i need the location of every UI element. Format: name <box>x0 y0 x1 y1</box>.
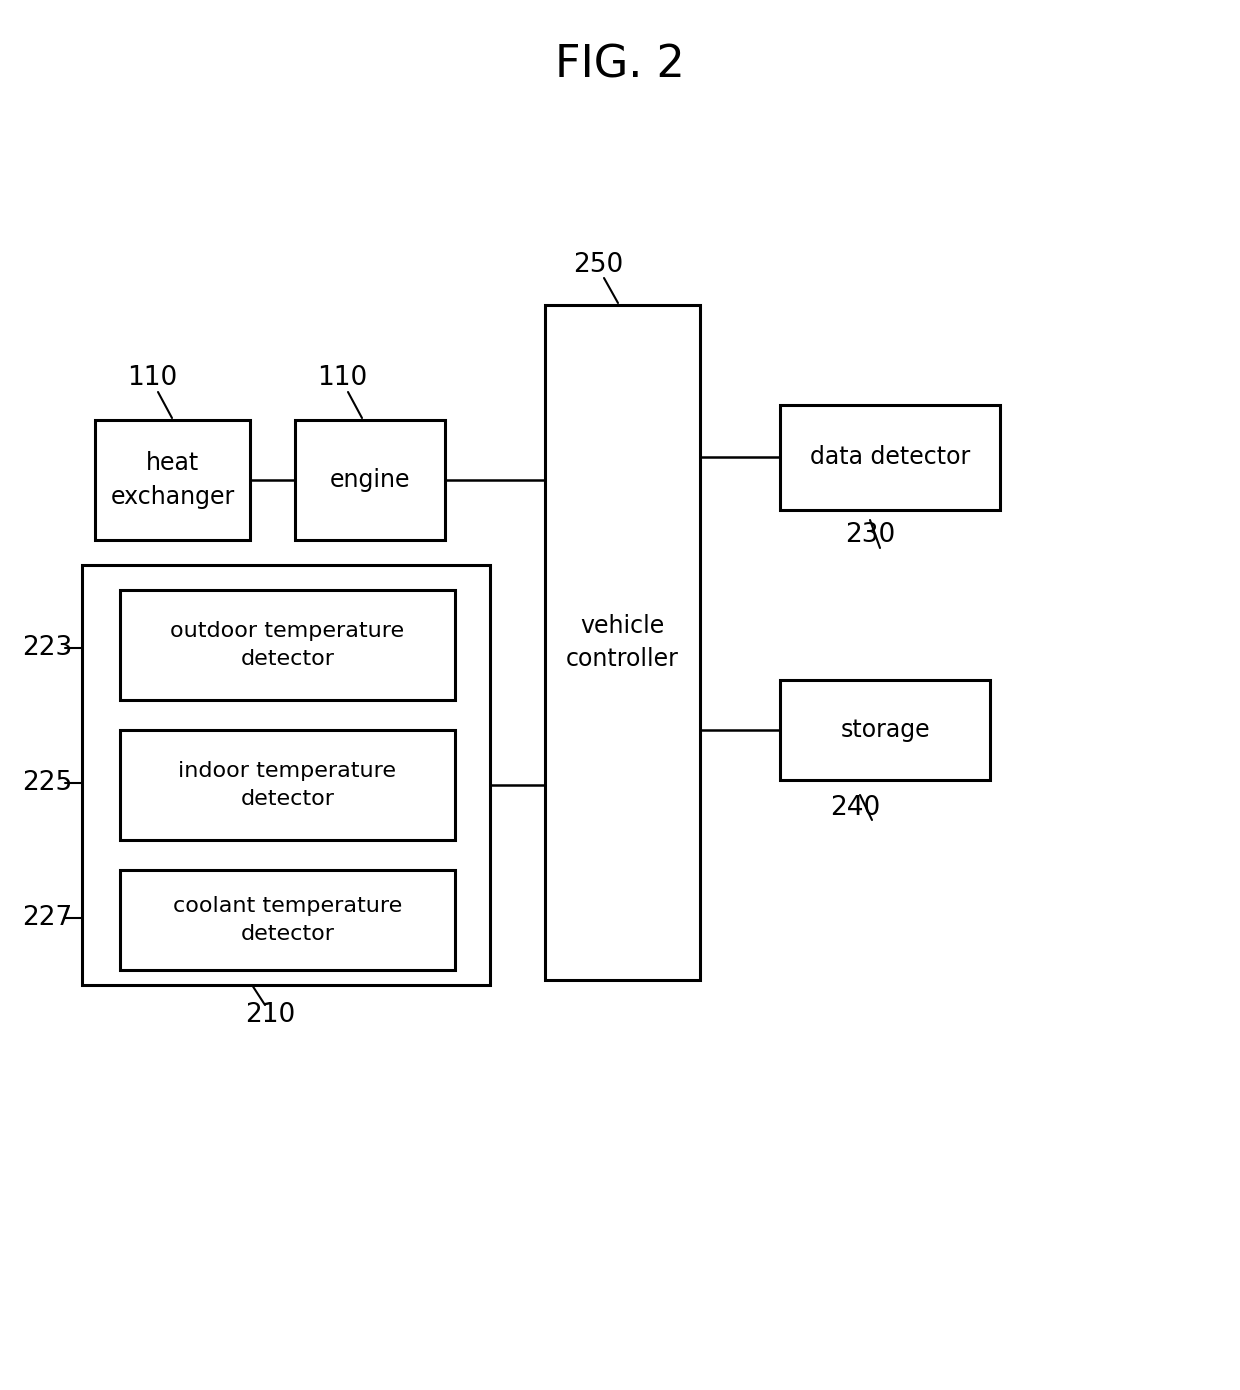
Text: 210: 210 <box>244 1002 295 1029</box>
FancyBboxPatch shape <box>120 870 455 970</box>
FancyBboxPatch shape <box>780 680 990 780</box>
Text: coolant temperature
detector: coolant temperature detector <box>172 897 402 944</box>
FancyBboxPatch shape <box>120 589 455 701</box>
Text: FIG. 2: FIG. 2 <box>556 43 684 86</box>
FancyBboxPatch shape <box>95 420 250 539</box>
Text: storage: storage <box>841 719 930 742</box>
Text: 250: 250 <box>573 252 624 278</box>
Text: vehicle
controller: vehicle controller <box>567 614 680 671</box>
Text: data detector: data detector <box>810 446 970 470</box>
FancyBboxPatch shape <box>295 420 445 539</box>
Text: 223: 223 <box>22 635 72 662</box>
Text: 110: 110 <box>126 366 177 391</box>
Text: indoor temperature
detector: indoor temperature detector <box>179 760 397 809</box>
Text: heat
exchanger: heat exchanger <box>110 452 234 509</box>
FancyBboxPatch shape <box>120 730 455 840</box>
Text: 230: 230 <box>844 523 895 548</box>
FancyBboxPatch shape <box>82 564 490 986</box>
Text: 227: 227 <box>22 905 72 931</box>
Text: outdoor temperature
detector: outdoor temperature detector <box>170 621 404 669</box>
FancyBboxPatch shape <box>780 404 999 510</box>
Text: engine: engine <box>330 468 410 492</box>
Text: 110: 110 <box>317 366 367 391</box>
FancyBboxPatch shape <box>546 304 701 980</box>
Text: 225: 225 <box>22 770 72 796</box>
Text: 240: 240 <box>830 795 880 821</box>
